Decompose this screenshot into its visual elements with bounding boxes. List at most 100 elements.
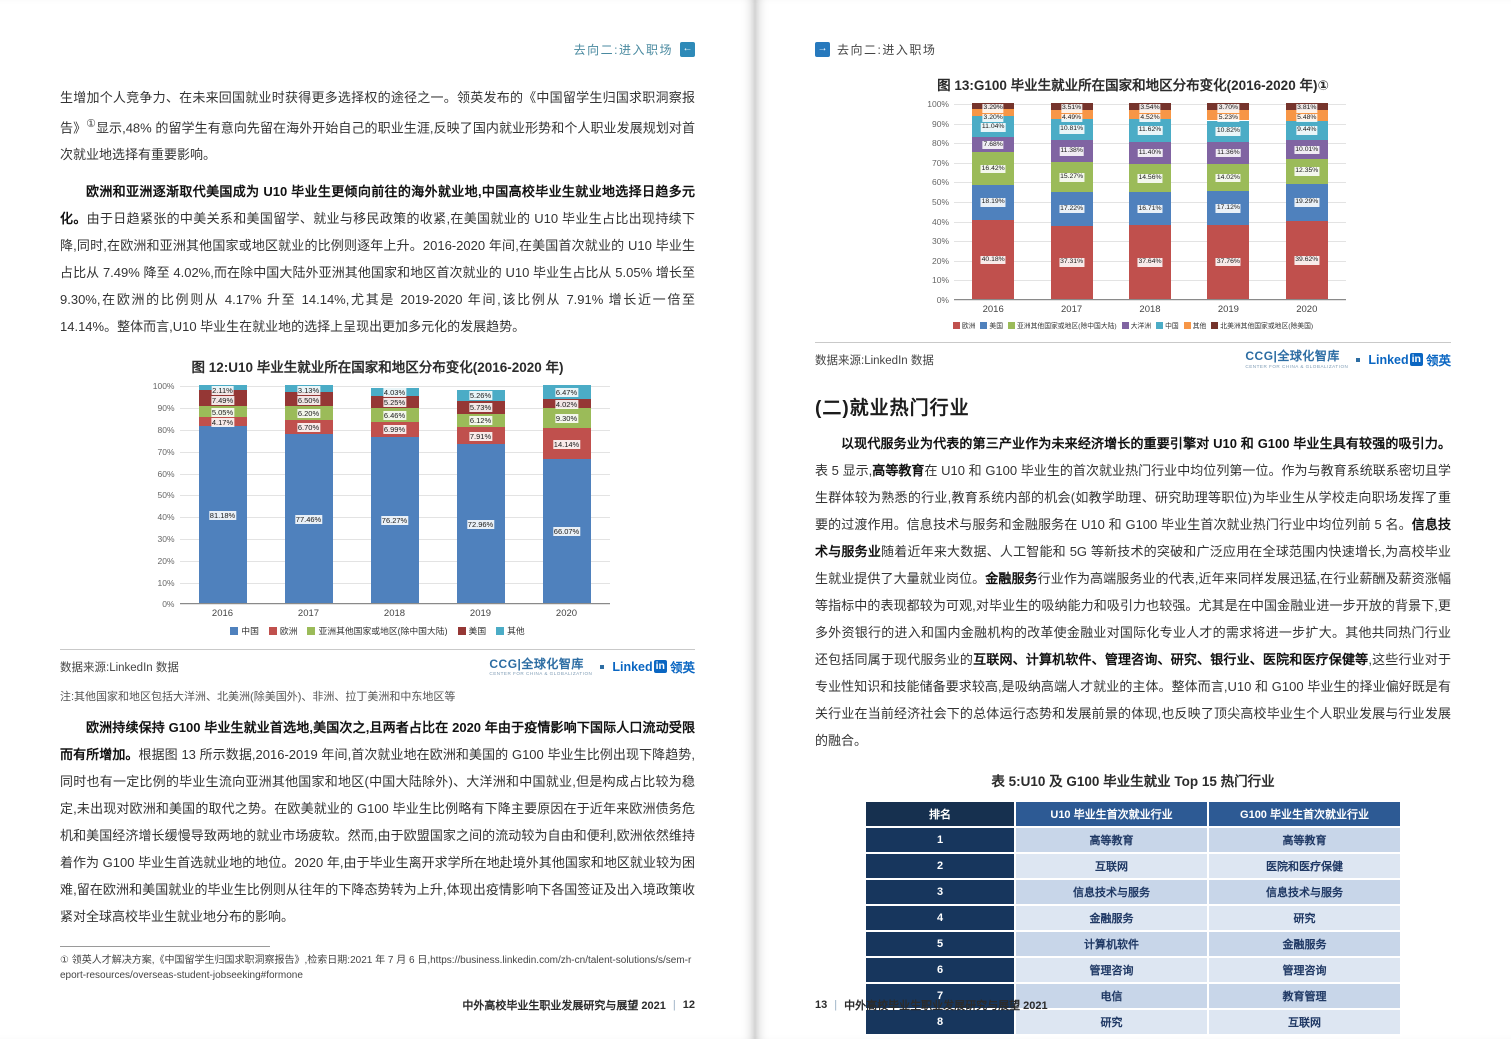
gridline bbox=[179, 604, 610, 606]
linkedin-cn-label: 领英 bbox=[1425, 354, 1451, 368]
data-label: 4.02% bbox=[554, 399, 579, 409]
data-label: 6.47% bbox=[554, 388, 579, 398]
industry-cell: 研究 bbox=[1014, 1008, 1209, 1036]
y-axis-tick: 10% bbox=[157, 577, 175, 588]
page-footer: 中外高校毕业生职业发展研究与展望 2021 | 12 bbox=[462, 997, 695, 1013]
legend-label: 欧洲 bbox=[961, 323, 976, 330]
paragraph: 生增加个人竞争力、在未来回国就业时获得更多选择权的途径之一。领英发布的《中国留学… bbox=[60, 90, 695, 163]
data-label: 6.70% bbox=[296, 423, 321, 433]
plot-area: 3.29% 3.20% 11.04% 7.68% 16.42% 18.19% 40.18% 3… bbox=[954, 102, 1346, 301]
figure-12-chart: 0% 10% 20% 30% 40% 50% 60% 70% 80% 90% 100% 2.11% 7… bbox=[146, 381, 610, 637]
data-label: 3.13% bbox=[296, 386, 321, 396]
footnote-divider bbox=[60, 946, 270, 948]
data-label: 40.18% bbox=[980, 255, 1006, 265]
logo-row: CCG|全球化智库 CENTER FOR CHINA & GLOBALIZATI… bbox=[489, 657, 695, 676]
linkedin-logo: Linked in 领英 bbox=[1368, 350, 1451, 369]
page-header: → 去向二:进入职场 bbox=[815, 40, 1451, 58]
column-header-g100: G100 毕业生首次就业行业 bbox=[1207, 800, 1402, 828]
legend-label: 其他 bbox=[1192, 323, 1207, 330]
y-axis-tick: 80% bbox=[931, 138, 949, 149]
rank-cell: 4 bbox=[864, 904, 1016, 932]
page-header: 去向二:进入职场 ← bbox=[60, 40, 695, 58]
table-5: 表 5:U10 及 G100 毕业生就业 Top 15 热门行业 排名 U10 … bbox=[815, 770, 1451, 1036]
ccg-logo-text: CCG|全球化智库 bbox=[489, 656, 584, 671]
data-label: 11.62% bbox=[1137, 126, 1163, 135]
data-label: 4.03% bbox=[382, 387, 407, 397]
data-label: 7.49% bbox=[210, 395, 235, 405]
data-label: 3.54% bbox=[1139, 104, 1161, 113]
x-axis-label: 2018 bbox=[383, 608, 406, 620]
bar-segment bbox=[972, 109, 1015, 116]
x-axis-label: 2020 bbox=[1296, 304, 1318, 315]
rank-cell: 2 bbox=[864, 852, 1016, 880]
paragraph: 欧洲和亚洲逐渐取代美国成为 U10 毕业生更倾向前往的海外就业地,中国高校毕业生… bbox=[60, 184, 695, 335]
y-axis-tick: 40% bbox=[157, 512, 175, 523]
data-label: 6.12% bbox=[468, 416, 493, 426]
rank-cell: 8 bbox=[864, 1008, 1016, 1036]
figure-note: 注:其他国家和地区包括大洋洲、北美洲(除美国外)、非洲、拉丁美洲和中东地区等 bbox=[60, 691, 456, 704]
footer-separator: | bbox=[834, 999, 838, 1011]
legend-item: 北美洲其他国家或地区(除美国) bbox=[1211, 320, 1313, 330]
page-footer: 13 | 中外高校毕业生职业发展研究与展望 2021 bbox=[815, 997, 1048, 1013]
data-label: 5.26% bbox=[468, 391, 493, 401]
legend-swatch bbox=[1183, 321, 1191, 329]
table-row: 7 电信 教育管理 bbox=[864, 982, 1402, 1010]
data-label: 10.82% bbox=[1215, 127, 1241, 136]
x-axis-label: 2017 bbox=[1061, 304, 1083, 315]
rank-cell: 5 bbox=[864, 930, 1016, 958]
logo-separator-dot bbox=[1356, 357, 1361, 362]
linkedin-wordmark: Linked bbox=[1368, 352, 1409, 367]
footnote: ① 领英人才解决方案,《中国留学生归国求职洞察报告》,检索日期:2021 年 7… bbox=[60, 955, 692, 982]
table-row: 5 计算机软件 金融服务 bbox=[864, 930, 1402, 958]
data-label: 3.51% bbox=[1060, 104, 1083, 113]
source-row: 数据来源:LinkedIn 数据 CCG|全球化智库 CENTER FOR CH… bbox=[815, 342, 1451, 369]
y-axis-tick: 90% bbox=[157, 403, 175, 414]
industry-cell: 计算机软件 bbox=[1014, 930, 1209, 958]
x-axis-label: 2018 bbox=[1139, 304, 1161, 315]
data-label: 11.40% bbox=[1137, 148, 1163, 158]
data-source-text: 数据来源:LinkedIn 数据 bbox=[60, 661, 179, 674]
table-header: 排名 U10 毕业生首次就业行业 G100 毕业生首次就业行业 bbox=[864, 800, 1402, 828]
y-axis-tick: 50% bbox=[931, 197, 949, 207]
data-label: 72.96% bbox=[466, 519, 495, 529]
data-label: 17.12% bbox=[1215, 204, 1241, 213]
data-label: 16.42% bbox=[980, 164, 1006, 173]
legend-swatch bbox=[268, 626, 277, 635]
data-label: 12.35% bbox=[1294, 167, 1320, 176]
y-axis-tick: 20% bbox=[157, 555, 175, 566]
chart-legend: 欧洲 美国 亚洲其他国家或地区(除中国大陆) 大洋洲 中国 其他 北美洲其他国家或地区(除美… bbox=[920, 320, 1346, 330]
y-axis-tick: 50% bbox=[157, 490, 175, 501]
data-label: 77.46% bbox=[294, 514, 323, 524]
source-row: 数据来源:LinkedIn 数据 CCG|全球化智库 CENTER FOR CH… bbox=[60, 649, 695, 676]
figure-13: 图 13:G100 毕业生就业所在国家和地区分布变化(2016-2020 年)①… bbox=[815, 74, 1451, 330]
data-label: 6.99% bbox=[382, 425, 407, 435]
data-label: 6.20% bbox=[296, 409, 321, 419]
arrow-left-icon: ← bbox=[680, 41, 695, 57]
legend-label: 中国 bbox=[1165, 323, 1179, 330]
data-label: 17.22% bbox=[1059, 204, 1085, 214]
data-label: 2.11% bbox=[211, 386, 234, 396]
legend-item: 其他 bbox=[496, 624, 525, 637]
legend-swatch bbox=[1211, 321, 1219, 329]
legend-label: 美国 bbox=[468, 626, 487, 637]
legend-item: 欧洲 bbox=[268, 624, 297, 637]
linkedin-in-icon: in bbox=[653, 660, 667, 674]
data-label: 11.38% bbox=[1059, 147, 1084, 156]
data-label: 5.48% bbox=[1296, 113, 1318, 122]
ccg-logo-subtext: CENTER FOR CHINA & GLOBALIZATION bbox=[1245, 363, 1349, 369]
logo-separator-dot bbox=[600, 664, 605, 669]
industry-cell: 信息技术与服务 bbox=[1014, 878, 1209, 906]
data-label: 19.29% bbox=[1294, 198, 1320, 207]
y-axis-tick: 10% bbox=[931, 275, 949, 286]
legend-item: 亚洲其他国家或地区(除中国大陆) bbox=[307, 624, 448, 637]
data-label: 11.04% bbox=[980, 123, 1006, 132]
data-label: 37.64% bbox=[1137, 258, 1163, 267]
y-axis-tick: 60% bbox=[157, 468, 175, 479]
rank-cell: 1 bbox=[864, 826, 1016, 854]
footer-separator: | bbox=[672, 999, 676, 1011]
x-axis-label: 2017 bbox=[297, 608, 320, 620]
data-label: 3.81% bbox=[1296, 104, 1318, 113]
data-source-text: 数据来源:LinkedIn 数据 bbox=[815, 354, 934, 367]
data-label: 16.71% bbox=[1137, 204, 1163, 214]
